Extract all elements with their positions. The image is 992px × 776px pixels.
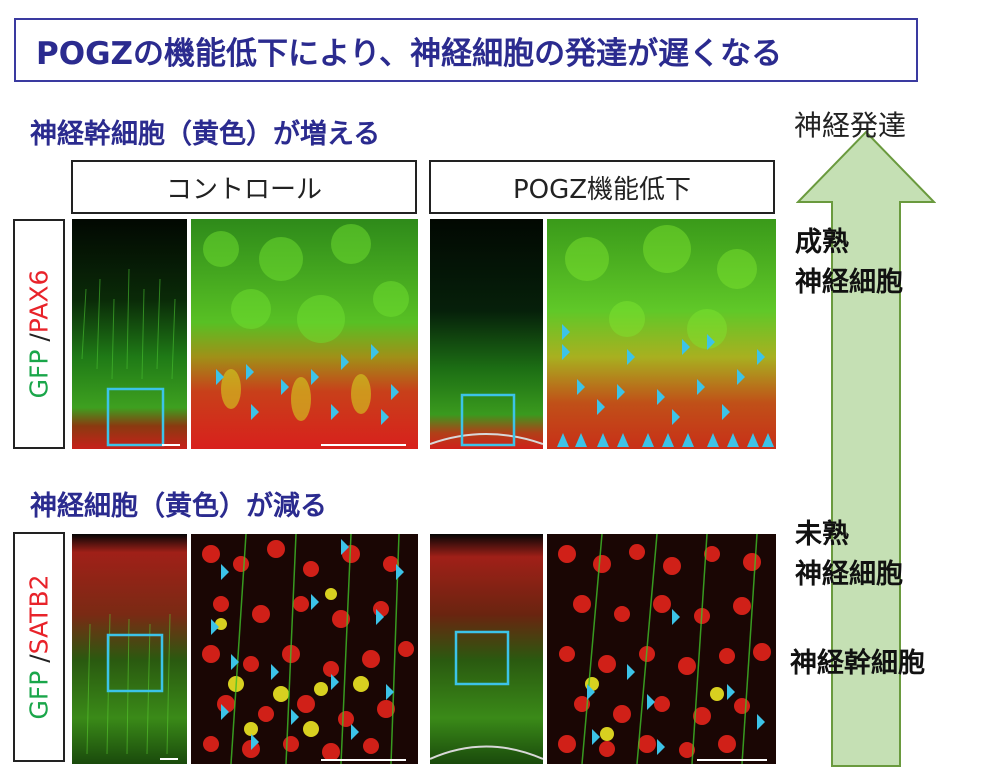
bottom-section-heading: 神経細胞（黄色）が減る [30,491,327,522]
label-slash: / [24,333,54,350]
roi-box [106,633,164,693]
roi-box [454,630,510,686]
micrograph-control-pax6-highmag [191,219,418,449]
gfp-label: GFP [24,670,54,720]
row-label-pax6: GFP /PAX6 [13,219,65,449]
arrow-label: 神経発達 [794,109,907,142]
stage-stem: 神経幹細胞 [790,648,925,679]
arrow-shape [795,130,937,767]
title-box: POGZの機能低下により、神経細胞の発達が遅くなる [14,18,918,82]
stage-mature: 成熟 神経細胞 [795,223,903,303]
column-label-pogz: POGZ機能低下 [429,160,775,214]
gfp-label: GFP [24,349,54,399]
roi-box [106,387,165,447]
stage-immature-line2: 神経細胞 [795,559,903,590]
column-label-control: コントロール [71,160,417,214]
development-arrow [795,130,937,770]
page-title: POGZの機能低下により、神経細胞の発達が遅くなる [36,35,783,72]
micrograph-control-satb2-highmag [191,534,418,764]
micrograph-control-pax6-lowmag [72,219,187,449]
stage-mature-line2: 神経細胞 [795,267,903,298]
micrograph-pogz-pax6-highmag [547,219,776,449]
micrograph-control-satb2-lowmag [72,534,187,764]
micrograph-pogz-satb2-highmag [547,534,776,764]
row-label-satb2: GFP /SATB2 [13,532,65,762]
stage-immature: 未熟 神経細胞 [795,515,903,595]
micrograph-pogz-satb2-lowmag [430,534,543,764]
label-slash: / [24,654,54,671]
top-section-heading: 神経幹細胞（黄色）が増える [30,119,381,150]
roi-box [460,393,516,447]
micrograph-pogz-pax6-lowmag [430,219,543,449]
stage-mature-line1: 成熟 [795,227,849,258]
pax6-label: PAX6 [24,269,54,334]
satb2-label: SATB2 [24,574,54,655]
stage-immature-line1: 未熟 [795,519,849,550]
